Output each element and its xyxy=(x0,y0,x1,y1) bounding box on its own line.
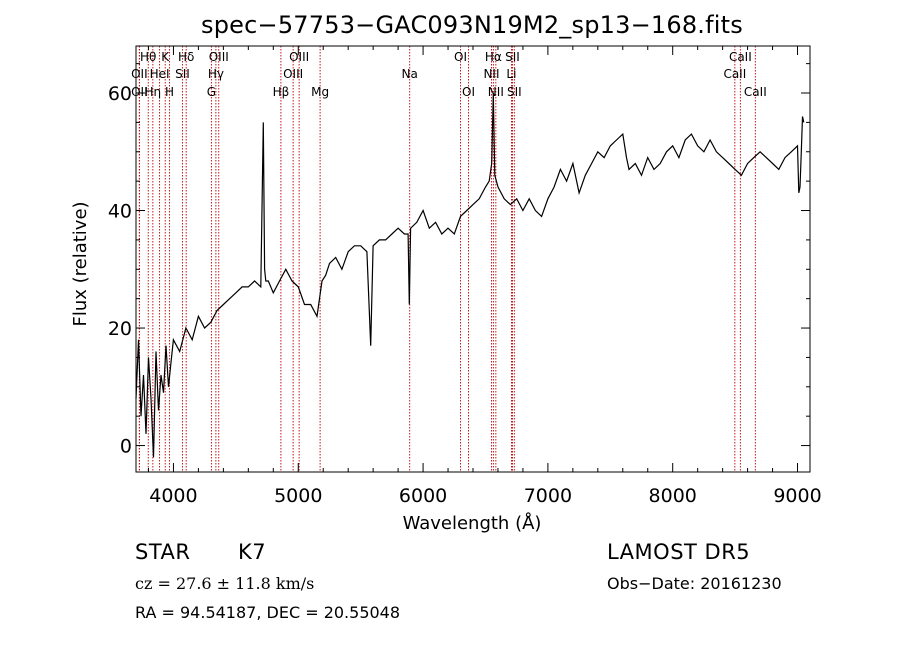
observation-date: Obs−Date: 20161230 xyxy=(607,574,782,593)
line-label-20: SII xyxy=(505,50,520,64)
line-label-1: OII xyxy=(131,67,148,81)
line-label-9: OIII xyxy=(209,50,229,64)
x-tick-label-2: 6000 xyxy=(399,485,447,507)
y-tick-label-0: 0 xyxy=(120,436,132,458)
y-tick-label-2: 40 xyxy=(108,201,132,223)
coordinates: RA = 94.54187, DEC = 20.55048 xyxy=(135,603,401,622)
line-label-25: CaII xyxy=(729,50,752,64)
spectrum-series-line xyxy=(135,92,805,458)
x-tick-label-3: 7000 xyxy=(524,485,572,507)
line-label-17: OI xyxy=(454,50,467,64)
spectral-line-labels: Hθ OII OII K HeI Hη H Hδ SII OIII Hγ G OIII OIII Hβ Mg N… xyxy=(131,50,767,99)
line-label-12: OIII xyxy=(289,50,309,64)
x-tick-label-5: 9000 xyxy=(773,485,821,507)
line-label-14: Hβ xyxy=(273,85,290,99)
line-label-5: Hη xyxy=(145,85,162,99)
line-label-7: Hδ xyxy=(178,50,194,64)
object-class: STAR xyxy=(135,540,191,564)
object-subclass: K7 xyxy=(238,540,267,564)
x-tick-label-1: 5000 xyxy=(274,485,322,507)
y-axis: 0 20 40 60 xyxy=(108,63,810,458)
line-label-0: Hθ xyxy=(140,50,156,64)
x-axis: 4000 5000 6000 7000 8000 9000 xyxy=(147,46,822,507)
line-label-18: OI xyxy=(462,85,475,99)
line-label-10: Hγ xyxy=(208,67,224,81)
y-tick-label-1: 20 xyxy=(108,318,132,340)
y-tick-label-3: 60 xyxy=(108,83,132,105)
line-label-6: H xyxy=(165,85,174,99)
line-label-26: CaII xyxy=(723,67,746,81)
line-label-19: Hα xyxy=(485,50,502,64)
plot-frame xyxy=(135,45,811,473)
survey-name: LAMOST DR5 xyxy=(607,540,751,564)
x-tick-label-4: 8000 xyxy=(649,485,697,507)
line-label-2: OII xyxy=(131,85,148,99)
line-label-11: G xyxy=(207,85,216,99)
spectral-line-markers xyxy=(138,46,756,472)
y-axis-title: Flux (relative) xyxy=(70,201,91,326)
line-label-4: HeI xyxy=(150,67,170,81)
line-label-24: SII xyxy=(507,85,522,99)
chart-title: spec−57753−GAC093N19M2_sp13−168.fits xyxy=(201,11,743,39)
line-label-21: NII xyxy=(483,67,499,81)
line-label-27: CaII xyxy=(744,85,767,99)
line-label-15: Mg xyxy=(311,85,329,99)
redshift-velocity: cz = 27.6 ± 11.8 km/s xyxy=(135,574,315,593)
line-label-16: Na xyxy=(402,67,418,81)
line-label-3: K xyxy=(161,50,170,64)
line-label-22: Li xyxy=(506,67,516,81)
line-label-23: NII xyxy=(488,85,504,99)
line-label-8: SII xyxy=(175,67,190,81)
x-tick-label-0: 4000 xyxy=(149,485,197,507)
line-label-13: OIII xyxy=(283,67,303,81)
x-axis-title: Wavelength (Å) xyxy=(403,512,542,534)
